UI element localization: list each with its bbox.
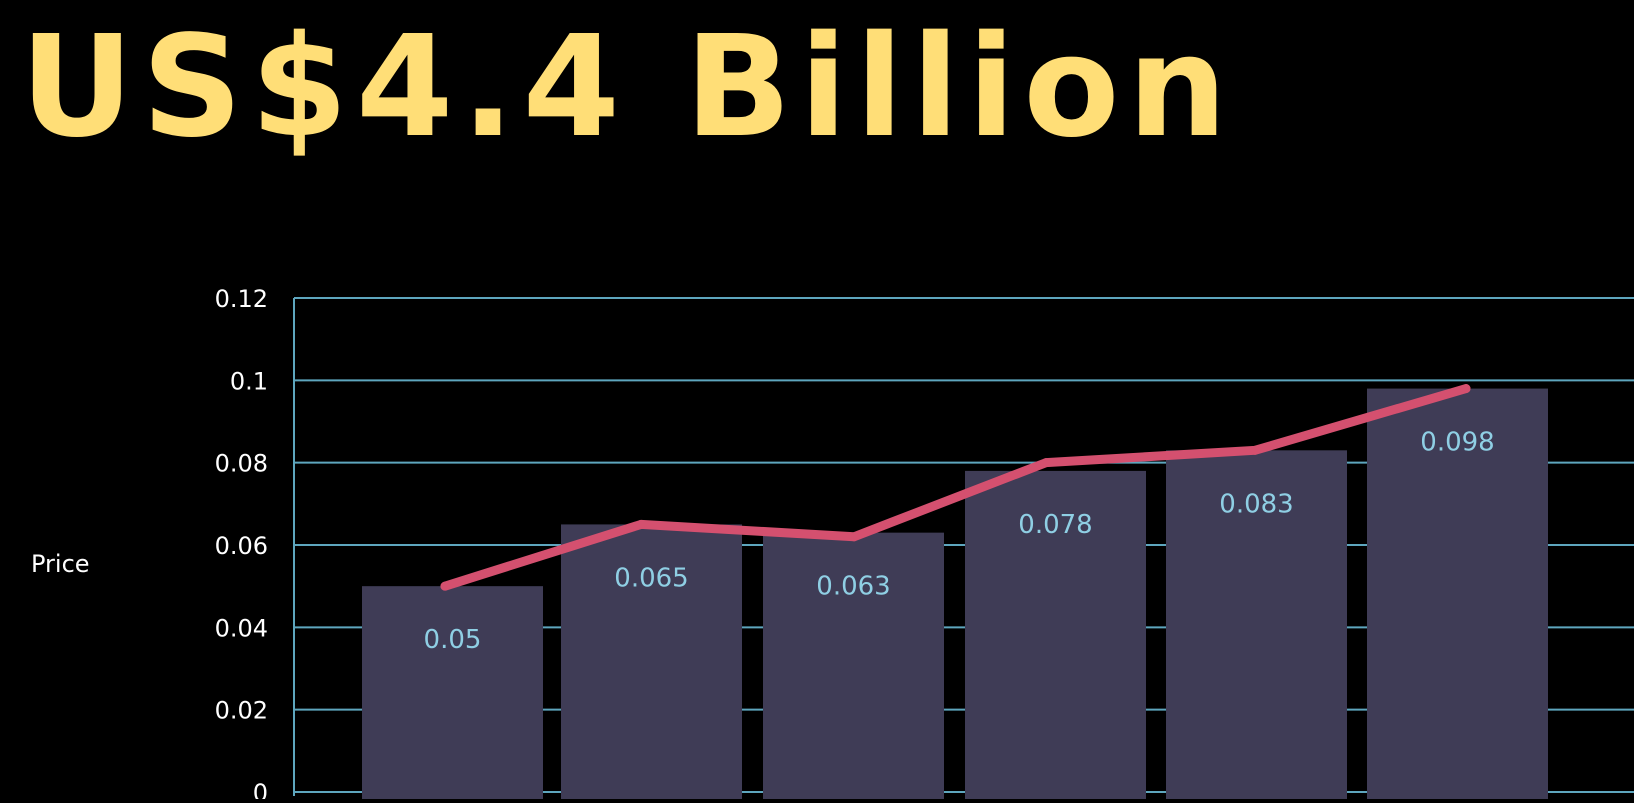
- y-tick-label: 0.06: [215, 532, 268, 560]
- bar-2: [763, 532, 944, 799]
- trend-line: [440, 384, 1471, 591]
- trend-point-2: [849, 532, 859, 542]
- data-label-1: 0.065: [614, 563, 688, 593]
- y-tick-label: 0.08: [215, 450, 268, 478]
- y-tick-label: 0.04: [215, 614, 268, 642]
- y-tick-label: 0.12: [215, 285, 268, 313]
- headline: US$4.4 Billion: [20, 6, 1236, 169]
- data-label-5: 0.098: [1420, 428, 1494, 458]
- labels-layer: 0 0.02 0.04 0.06 0.08 0.1 0.12 0.05 0.065 0.063 0.…: [215, 285, 1495, 803]
- bar-4: [1166, 450, 1347, 799]
- trend-point-4: [1250, 445, 1260, 455]
- y-tick-label: 0.02: [215, 697, 268, 725]
- bars-layer: [362, 388, 1548, 799]
- bar-3: [965, 470, 1146, 799]
- trend-point-0: [440, 581, 450, 591]
- trend-point-5: [1461, 384, 1471, 394]
- y-tick-label: 0.1: [230, 367, 268, 395]
- bar-1: [561, 524, 742, 799]
- trend-point-1: [636, 519, 646, 529]
- data-label-0: 0.05: [424, 625, 482, 655]
- y-axis-label: Price: [31, 550, 90, 578]
- data-label-3: 0.078: [1018, 510, 1092, 540]
- bar-5: [1367, 388, 1548, 799]
- y-tick-label: 0: [253, 779, 268, 799]
- trend-point-3: [1041, 458, 1051, 468]
- data-label-4: 0.083: [1219, 489, 1293, 519]
- data-label-2: 0.063: [816, 572, 890, 602]
- line-layer: [440, 384, 1471, 591]
- bar-0: [362, 586, 543, 799]
